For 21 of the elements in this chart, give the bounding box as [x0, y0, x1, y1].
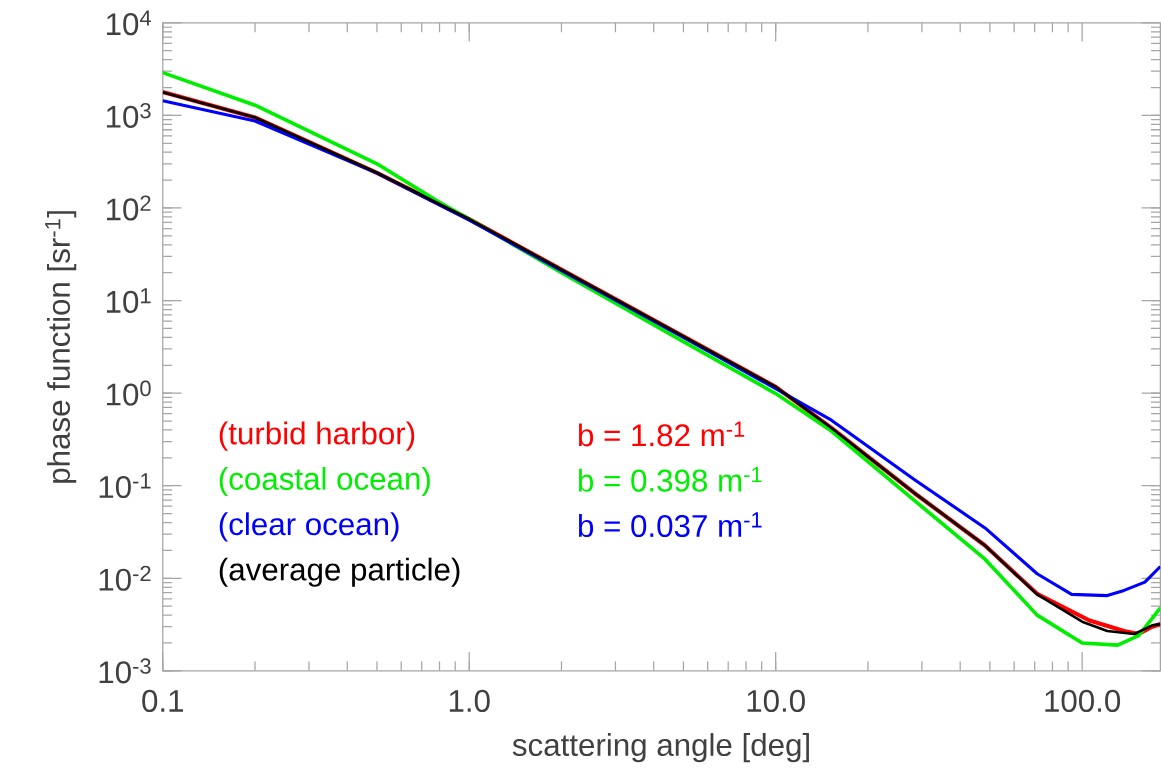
- y-tick-label: 10$^{0}$: [106, 380, 151, 406]
- y-tick-label: 10$^{3}$: [106, 103, 151, 129]
- y-tick-label: 10$^{-2}$: [99, 565, 151, 591]
- annotation: b = 0.037 m$^{-1}$: [578, 512, 762, 538]
- text: (turbid harbor): [219, 421, 415, 451]
- y-tick-label: 10$^{1}$: [106, 288, 151, 314]
- text: (clear ocean): [219, 512, 399, 542]
- x-tick-label: 1.0: [449, 689, 490, 713]
- x-axis-title: scattering angle [deg]: [512, 733, 809, 763]
- annotation: b = 0.398 m$^{-1}$: [578, 467, 762, 492]
- x-tick-label: 0.1: [142, 689, 183, 713]
- x-tick-label: 100.0: [1045, 689, 1121, 713]
- x-tick-label: 10.0: [747, 689, 805, 713]
- y-tick-label: 10$^{-3}$: [99, 658, 151, 684]
- text: (average particle): [219, 557, 460, 587]
- y-axis-title: phase function [sr$^{-1}$]: [45, 211, 77, 483]
- y-tick-label: 10$^{-1}$: [99, 473, 151, 499]
- annotation: b = 1.82 m$^{-1}$: [578, 421, 745, 447]
- y-tick-label: 10$^{4}$: [106, 10, 151, 36]
- text: (coastal ocean): [219, 467, 430, 497]
- y-tick-label: 10$^{2}$: [106, 195, 151, 221]
